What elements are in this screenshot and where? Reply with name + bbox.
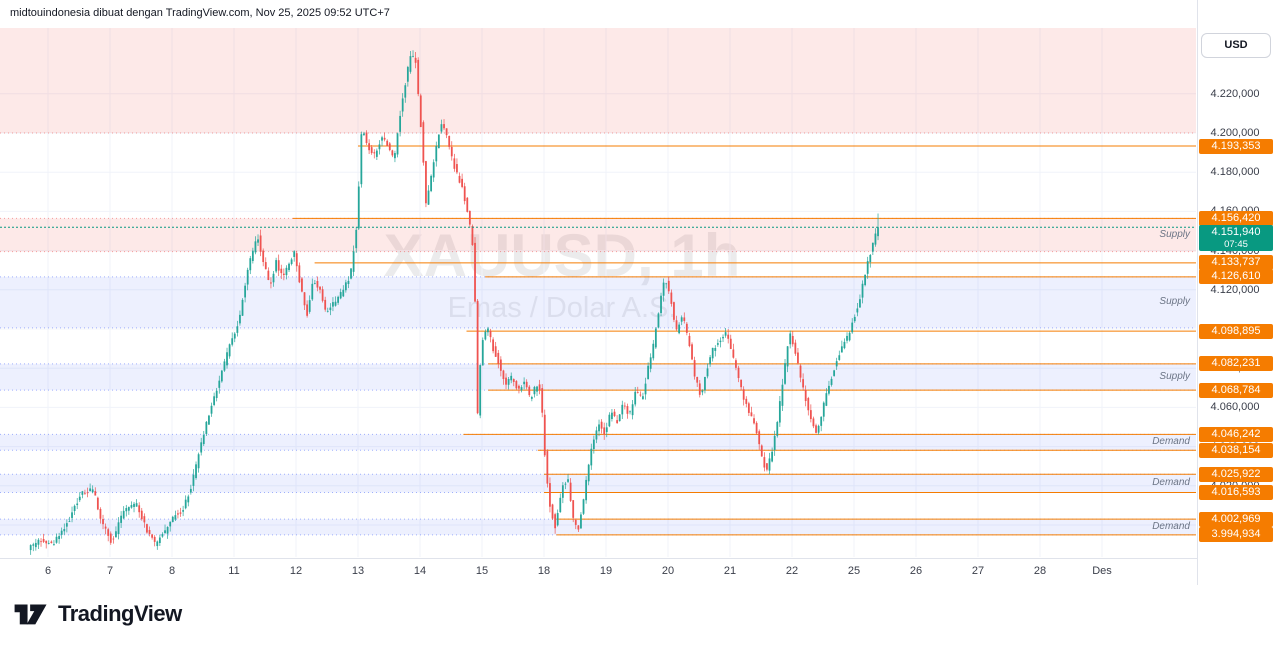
price-level-badge: 4.016,593 <box>1199 484 1273 500</box>
time-axis-label: 21 <box>723 565 737 577</box>
price-level-badge: 4.156,420 <box>1199 210 1273 226</box>
price-level-badge: 4.068,784 <box>1199 382 1273 398</box>
zone-label-demand: Demand <box>1152 436 1190 448</box>
price-axis-label: 4.120,000 <box>1210 283 1260 296</box>
price-axis-label: 4.200,000 <box>1210 127 1260 139</box>
time-axis-label: 11 <box>228 565 240 577</box>
time-axis[interactable]: 6 7 8 11 12 13 14 15 18 19 20 21 22 25 26 27 28 Des <box>0 558 1281 586</box>
time-axis-label: 20 <box>661 565 675 577</box>
tradingview-logo-text: TradingView <box>58 601 182 626</box>
time-axis-label: 22 <box>785 565 799 577</box>
current-price-value: 4.151,940 <box>1211 226 1261 239</box>
price-level-badge: 4.002,969 <box>1199 511 1273 527</box>
tradingview-logo[interactable]: TradingView <box>12 596 182 632</box>
footer: TradingView <box>0 585 1281 646</box>
zone-label-supply: Supply <box>1159 296 1190 308</box>
tradingview-logo-icon <box>14 604 47 625</box>
zone-label-demand: Demand <box>1152 521 1190 533</box>
zone-label-supply: Supply <box>1159 228 1190 240</box>
price-level-badge: 4.038,154 <box>1199 442 1273 458</box>
zone-label-demand: Demand <box>1152 477 1190 489</box>
bar-countdown: 07:45 <box>1224 239 1248 251</box>
time-axis-label: 15 <box>475 565 489 577</box>
time-axis-label: 19 <box>599 565 613 577</box>
currency-usd-button[interactable]: USD <box>1201 33 1271 58</box>
chart-attribution[interactable]: midtouindonesia dibuat dengan TradingVie… <box>10 7 390 19</box>
price-axis-label: 4.220,000 <box>1210 87 1260 100</box>
time-axis-label: 13 <box>351 565 365 577</box>
time-axis-label: 18 <box>537 565 551 577</box>
time-axis-label: 8 <box>168 565 176 577</box>
time-axis-label: 26 <box>909 565 923 577</box>
price-level-badge: 4.193,353 <box>1199 138 1273 154</box>
price-level-badge: 4.098,895 <box>1199 323 1273 339</box>
price-level-badge: 4.025,922 <box>1199 466 1273 482</box>
zone-label-supply: Supply <box>1159 371 1190 382</box>
time-axis-label: 6 <box>44 565 52 577</box>
time-axis-label: 25 <box>847 565 861 577</box>
time-axis-label: 28 <box>1033 565 1047 577</box>
current-price-badge: 4.151,940 07:45 <box>1199 225 1273 252</box>
price-level-badge: 3.994,934 <box>1199 527 1273 543</box>
price-axis-label: 4.180,000 <box>1210 166 1260 179</box>
time-axis-label: 12 <box>289 565 303 577</box>
price-axis-label: 4.060,000 <box>1210 401 1260 414</box>
time-axis-label: 14 <box>413 565 427 577</box>
time-axis-label: 7 <box>106 565 114 577</box>
price-level-badge: 4.082,231 <box>1199 356 1273 372</box>
price-axis[interactable]: USD 4.000,0004.020,0004.040,0004.060,000… <box>1197 0 1281 585</box>
time-axis-label: Des <box>1092 565 1112 577</box>
time-axis-label: 27 <box>971 565 985 577</box>
price-level-badge: 4.046,242 <box>1199 426 1273 442</box>
price-level-badge: 4.133,737 <box>1199 255 1273 271</box>
price-level-badge: 4.126,610 <box>1199 269 1273 285</box>
